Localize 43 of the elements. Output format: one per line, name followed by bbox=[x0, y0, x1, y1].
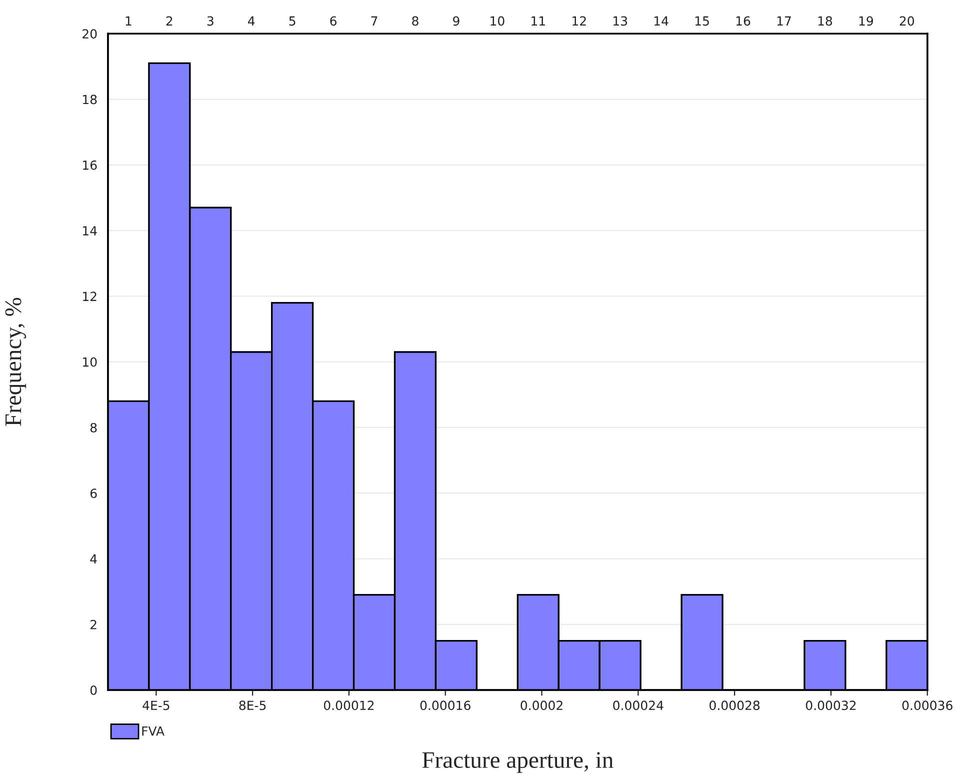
legend-label: FVA bbox=[142, 726, 164, 736]
x2-tick-label: 20 bbox=[900, 16, 914, 26]
x-tick-label: 0.00028 bbox=[710, 700, 760, 710]
x2-tick-label: 18 bbox=[818, 16, 832, 26]
x2-tick-label: 17 bbox=[777, 16, 791, 26]
x2-tick-label: 13 bbox=[614, 16, 628, 26]
x2-tick-label: 1 bbox=[126, 16, 132, 26]
y-tick-label: 6 bbox=[90, 488, 97, 498]
y-tick-label: 10 bbox=[83, 357, 97, 367]
x-tick-label: 0.0002 bbox=[520, 700, 562, 710]
x-tick-label: 8E-5 bbox=[239, 700, 266, 710]
x2-tick-label: 9 bbox=[453, 16, 460, 26]
y-tick-label: 12 bbox=[83, 292, 96, 301]
y-tick-label: 8 bbox=[90, 422, 97, 432]
x-tick-label: 0.00036 bbox=[902, 700, 952, 710]
x-tick-label: 0.00024 bbox=[613, 700, 664, 710]
x2-tick-label: 8 bbox=[412, 16, 418, 26]
x2-tick-label: 16 bbox=[736, 16, 750, 26]
x2-tick-label: 14 bbox=[654, 16, 668, 26]
y-tick-label: 0 bbox=[90, 685, 97, 695]
x2-tick-label: 19 bbox=[859, 16, 873, 26]
x2-tick-label: 3 bbox=[207, 16, 214, 26]
y-axis-title: Frequency, % bbox=[5, 298, 26, 426]
y-tick-label: 20 bbox=[82, 29, 97, 39]
x2-tick-label: 7 bbox=[371, 16, 378, 26]
y-tick-label: 18 bbox=[83, 94, 97, 104]
x2-tick-label: 15 bbox=[695, 16, 709, 26]
x2-tick-label: 12 bbox=[572, 16, 586, 26]
y-tick-label: 16 bbox=[83, 160, 97, 170]
x2-tick-label: 10 bbox=[490, 16, 504, 26]
y-tick-label: 2 bbox=[90, 620, 96, 630]
x2-tick-label: 2 bbox=[166, 16, 172, 26]
y-tick-label: 4 bbox=[90, 554, 97, 564]
y-tick-label: 14 bbox=[83, 226, 97, 236]
x2-tick-label: 5 bbox=[289, 16, 296, 26]
x-tick-label: 0.00012 bbox=[324, 700, 374, 710]
x2-tick-label: 4 bbox=[248, 16, 255, 26]
x2-tick-label: 11 bbox=[532, 16, 545, 26]
x-tick-label: 4E-5 bbox=[142, 700, 170, 710]
x-axis-title: Fracture aperture, in bbox=[422, 752, 614, 773]
x2-tick-label: 6 bbox=[330, 16, 336, 26]
x-tick-label: 0.00032 bbox=[806, 700, 856, 710]
x-tick-label: 0.00016 bbox=[420, 700, 470, 710]
